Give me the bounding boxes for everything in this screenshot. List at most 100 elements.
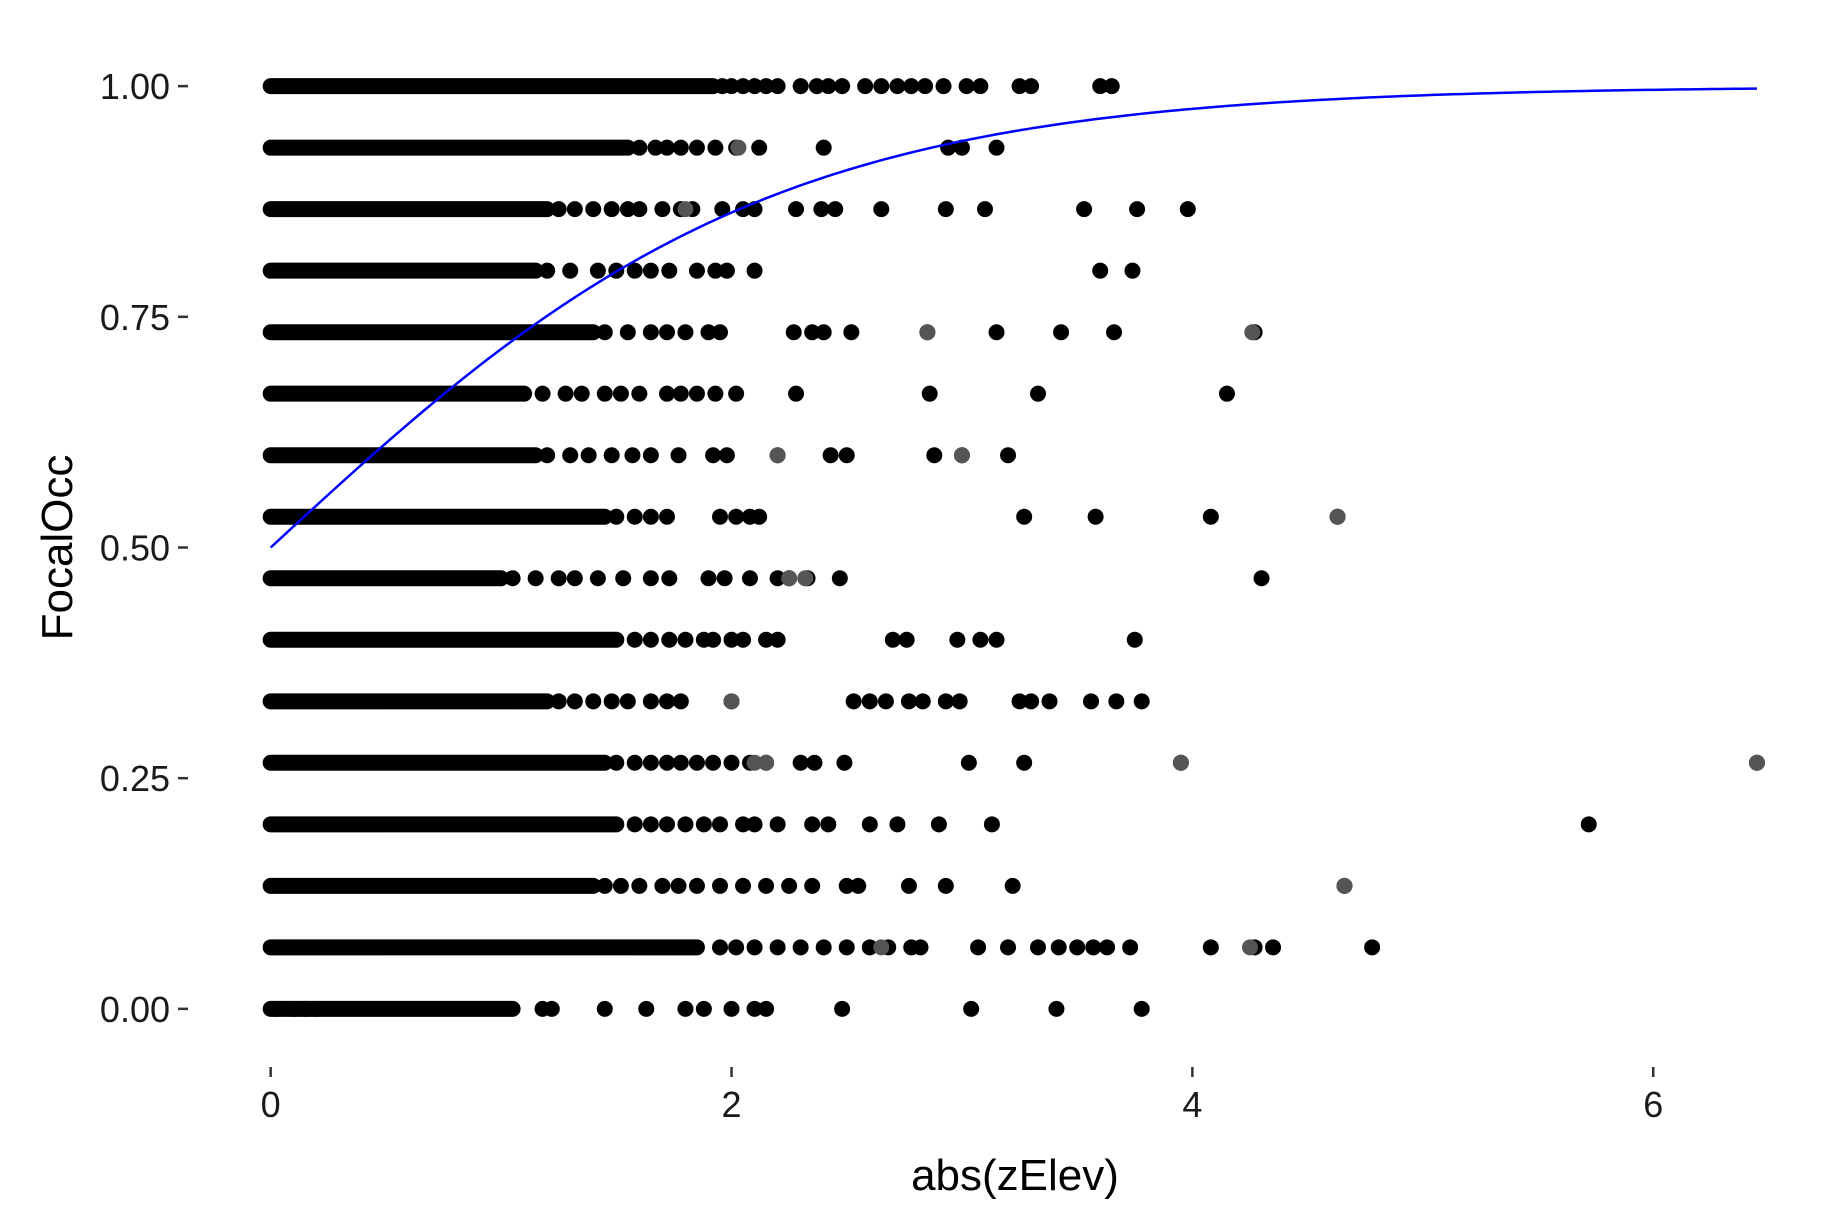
data-point	[958, 78, 975, 95]
data-point	[850, 877, 867, 894]
data-point	[589, 262, 606, 279]
x-tick-label: 4	[1182, 1084, 1202, 1125]
data-point	[1129, 201, 1146, 218]
data-point	[746, 262, 763, 279]
data-point	[806, 754, 823, 771]
data-point	[1016, 754, 1033, 771]
data-point	[659, 754, 675, 771]
data-point-light	[723, 693, 740, 710]
data-point	[769, 570, 786, 587]
data-point	[804, 324, 821, 341]
data-point	[951, 693, 968, 710]
data-point	[917, 78, 934, 95]
data-point	[626, 508, 643, 525]
data-point-light	[1242, 939, 1258, 956]
data-point	[838, 447, 855, 464]
data-point	[751, 139, 768, 156]
data-point	[769, 939, 786, 956]
data-point	[714, 201, 731, 218]
data-point	[718, 447, 735, 464]
data-point	[550, 570, 567, 587]
data-point	[723, 631, 740, 648]
data-point	[935, 78, 952, 95]
data-point	[1004, 877, 1021, 894]
data-point-light	[1172, 754, 1189, 771]
data-point	[661, 570, 678, 587]
data-point	[1023, 693, 1040, 710]
x-axis-title: abs(zElev)	[911, 1151, 1119, 1200]
data-point	[735, 631, 752, 648]
data-point	[705, 447, 722, 464]
data-point	[728, 939, 745, 956]
data-point	[937, 693, 954, 710]
data-point	[972, 78, 989, 95]
data-point	[603, 447, 620, 464]
data-point	[647, 139, 664, 156]
data-point	[912, 939, 929, 956]
data-point	[677, 816, 694, 833]
data-point	[788, 201, 805, 218]
data-point	[898, 631, 915, 648]
data-point	[619, 324, 636, 341]
data-point	[781, 877, 798, 894]
data-point	[297, 1000, 314, 1017]
data-point	[815, 939, 832, 956]
data-point	[758, 1000, 775, 1017]
data-point	[603, 693, 620, 710]
data-point-light	[1329, 508, 1346, 525]
data-point	[1580, 816, 1597, 833]
data-point	[735, 877, 752, 894]
data-point	[873, 78, 890, 95]
data-point	[838, 939, 855, 956]
data-point	[642, 447, 659, 464]
data-point	[688, 262, 705, 279]
data-point	[712, 816, 728, 833]
data-point	[626, 631, 643, 648]
x-axis: 0 2 4 6	[261, 1067, 1663, 1125]
data-point	[619, 201, 636, 218]
data-point	[688, 754, 705, 771]
data-point	[970, 939, 987, 956]
data-point	[1030, 939, 1046, 956]
data-point	[677, 324, 694, 341]
data-point	[723, 1000, 740, 1017]
data-point	[661, 631, 678, 648]
data-point	[838, 877, 855, 894]
data-point	[573, 385, 590, 402]
data-point-light	[730, 139, 747, 156]
data-point	[659, 324, 675, 341]
data-point	[654, 201, 671, 218]
data-point	[707, 262, 724, 279]
data-point	[659, 139, 675, 156]
data-point	[741, 570, 758, 587]
data-point	[815, 324, 832, 341]
data-point	[642, 262, 659, 279]
data-point	[831, 570, 848, 587]
data-point	[688, 385, 705, 402]
data-point	[700, 324, 717, 341]
data-point	[562, 447, 579, 464]
data-point	[1030, 385, 1046, 402]
data-point	[672, 693, 689, 710]
data-point	[1076, 201, 1093, 218]
data-point-light	[1244, 324, 1261, 341]
data-point	[988, 139, 1005, 156]
data-point	[631, 139, 648, 156]
data-point	[603, 201, 620, 218]
data-point	[1085, 939, 1102, 956]
data-point	[723, 78, 740, 95]
data-point	[267, 1000, 284, 1017]
data-point	[758, 631, 775, 648]
data-point	[543, 1000, 560, 1017]
fit-line	[269, 87, 1757, 549]
data-point	[1364, 939, 1381, 956]
data-point	[822, 447, 839, 464]
data-point	[677, 1000, 694, 1017]
data-point-light	[1748, 754, 1765, 771]
data-point	[857, 78, 874, 95]
data-point	[1218, 385, 1235, 402]
data-point	[712, 508, 728, 525]
data-point	[1108, 693, 1125, 710]
data-point-light	[769, 447, 786, 464]
